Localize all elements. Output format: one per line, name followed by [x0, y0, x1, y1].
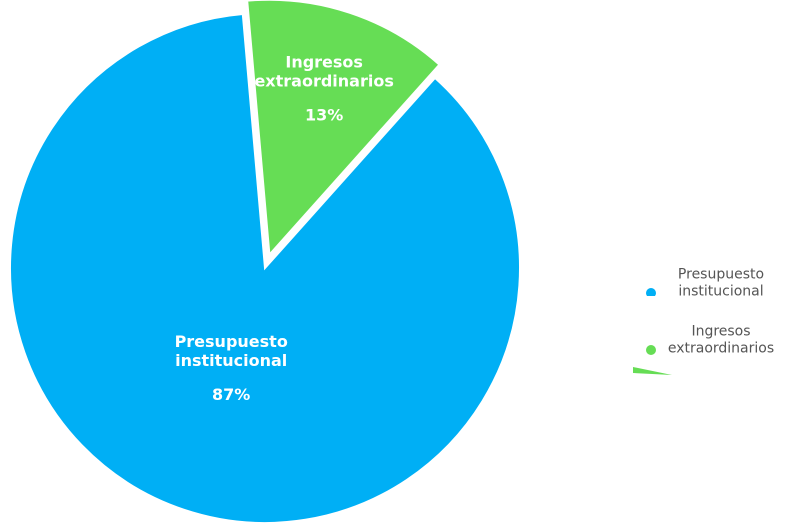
pie-slice — [246, 0, 441, 258]
pie-slice — [9, 12, 521, 524]
legend-label: Presupuesto institucional — [678, 267, 764, 300]
slice-name: Presupuesto institucional — [175, 332, 288, 370]
legend-item: Ingresos extraordinarios — [646, 324, 774, 357]
slice-value-label: 13% — [305, 106, 343, 125]
legend-swatch — [646, 288, 656, 296]
legend-item: Presupuesto institucional — [646, 267, 764, 300]
legend: Presupuesto institucional Ingresos extraord… — [646, 267, 774, 357]
legend-label: Ingresos extraordinarios — [668, 324, 774, 357]
slice-name: Ingresos extraordinarios — [254, 52, 393, 90]
legend-swatch — [646, 345, 656, 355]
slice-value-label: 87% — [212, 385, 250, 404]
legend-decoration — [633, 367, 672, 375]
